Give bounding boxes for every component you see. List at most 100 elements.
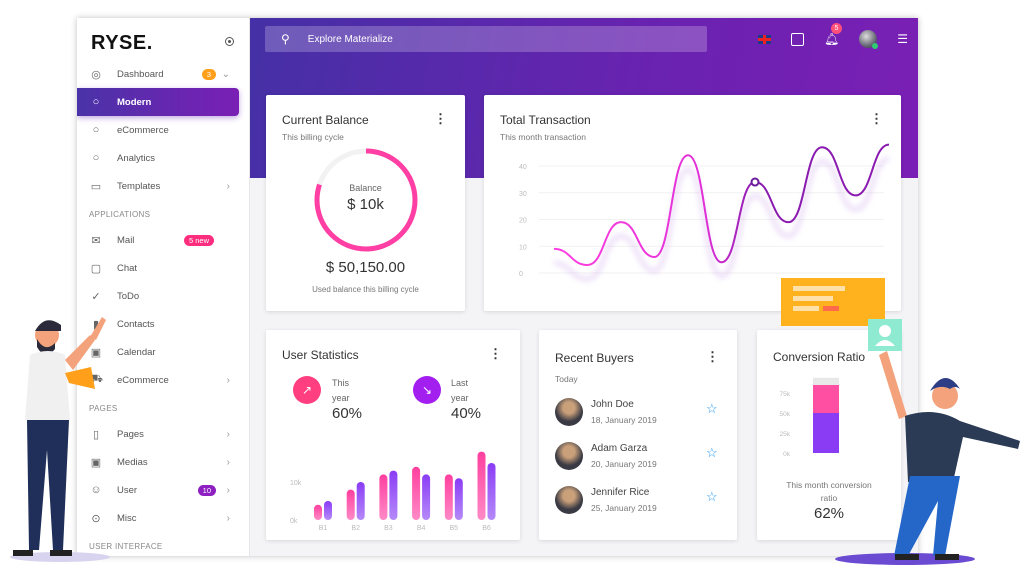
check-icon: ✓ bbox=[91, 290, 101, 303]
star-icon[interactable]: ☆ bbox=[706, 445, 718, 460]
contacts-icon: ▮ bbox=[92, 318, 100, 331]
sidebar-item-label: Mail bbox=[117, 234, 135, 246]
recent-buyers-card: Recent Buyers Today ⋮ John Doe 18, Janua… bbox=[539, 330, 737, 540]
bar-b3-series-2 bbox=[389, 470, 398, 520]
buyer-row[interactable]: John Doe 18, January 2019 ☆ bbox=[555, 397, 725, 429]
bar-b1-series-1 bbox=[314, 504, 322, 520]
x-tick-label: B4 bbox=[417, 525, 426, 532]
x-tick-label: B3 bbox=[384, 525, 393, 532]
chevron-icon: › bbox=[226, 512, 230, 524]
y-tick-label: 10k bbox=[290, 480, 302, 487]
trending-up-icon: ↗ bbox=[293, 376, 321, 404]
bar-b6-series-2 bbox=[487, 463, 496, 520]
sidebar-item-contacts[interactable]: ▮ Contacts bbox=[77, 310, 250, 338]
search-placeholder: Explore Materialize bbox=[307, 33, 393, 45]
sidebar-item-ecommerce[interactable]: ○ eCommerce bbox=[77, 116, 250, 144]
card-title: Conversion Ratio bbox=[773, 350, 866, 364]
y-tick-label: 10 bbox=[519, 244, 527, 251]
y-tick-label: 0 bbox=[519, 271, 523, 278]
sidebar-section-heading: PAGES bbox=[89, 404, 118, 413]
sidebar-badge: 3 bbox=[201, 68, 216, 80]
conversion-ratio-card: Conversion Ratio 0k 25k 50k 75k This month … bbox=[757, 330, 901, 540]
sidebar-item-label: eCommerce bbox=[117, 124, 169, 136]
sidebar-item-analytics[interactable]: ○ Analytics bbox=[77, 144, 250, 172]
balance-ring bbox=[314, 148, 418, 252]
sidebar-item-misc[interactable]: ⊙ Misc › bbox=[77, 504, 250, 532]
bar-b4-series-2 bbox=[422, 474, 431, 520]
buyer-row[interactable]: Adam Garza 20, January 2019 ☆ bbox=[555, 441, 725, 473]
notification-bell-icon[interactable]: 🔔︎ 5 bbox=[824, 23, 842, 46]
menu-toggle-icon[interactable]: ☰ bbox=[897, 32, 908, 46]
card-subtitle: Today bbox=[555, 374, 578, 384]
circle-icon: ○ bbox=[92, 152, 100, 164]
flag-uk-icon[interactable] bbox=[758, 34, 771, 44]
x-tick-label: B2 bbox=[351, 525, 360, 532]
last-year-value: 40% bbox=[451, 405, 482, 422]
bar-b5-series-2 bbox=[454, 478, 463, 520]
mail-icon: ✉ bbox=[91, 234, 101, 247]
x-tick-label: B6 bbox=[482, 525, 491, 532]
sidebar-item-mail[interactable]: ✉ Mail 5 new bbox=[77, 226, 250, 254]
bar-b5-series-1 bbox=[444, 474, 453, 520]
fullscreen-icon[interactable] bbox=[791, 32, 804, 46]
sidebar-item-label: User bbox=[117, 484, 138, 496]
bar-b3-series-1 bbox=[379, 474, 388, 520]
image-icon: ▣ bbox=[90, 456, 102, 469]
chevron-icon: › bbox=[226, 180, 230, 192]
sidebar-item-chat[interactable]: ▢ Chat bbox=[77, 254, 250, 282]
bar-b4-series-1 bbox=[412, 466, 421, 520]
balance-ring-progress bbox=[314, 148, 418, 252]
y-tick-label: 25k bbox=[780, 431, 791, 438]
y-tick-label: 20 bbox=[519, 218, 527, 225]
y-tick-label: 40 bbox=[519, 164, 527, 171]
sidebar-item-modern[interactable]: ○ Modern bbox=[77, 88, 239, 116]
sidebar-toggle-icon[interactable] bbox=[225, 37, 234, 46]
bar-b1-series-2 bbox=[324, 501, 332, 520]
sidebar-item-pages[interactable]: ▯ Pages › bbox=[77, 420, 250, 448]
calendar-icon: ▣ bbox=[90, 346, 102, 359]
search-input[interactable]: ⚲ Explore Materialize bbox=[265, 26, 707, 52]
avatar[interactable] bbox=[859, 30, 879, 49]
sidebar-item-label: eCommerce bbox=[117, 374, 169, 386]
buyer-date: 20, January 2019 bbox=[591, 459, 657, 469]
sidebar-item-todo[interactable]: ✓ ToDo bbox=[77, 282, 250, 310]
buyer-name: Jennifer Rice bbox=[591, 487, 650, 498]
y-tick-label: 30 bbox=[519, 191, 527, 198]
conversion-bar-chart: 0k 25k 50k 75k bbox=[780, 377, 839, 458]
star-icon[interactable]: ☆ bbox=[706, 401, 718, 416]
more-menu-icon[interactable]: ⋮ bbox=[489, 346, 502, 361]
clipboard-icon: ▯ bbox=[92, 428, 100, 441]
more-menu-icon[interactable]: ⋮ bbox=[434, 111, 447, 126]
balance-amount: $ 50,150.00 bbox=[325, 259, 406, 276]
this-year-label: This bbox=[332, 378, 350, 388]
card-title: Current Balance bbox=[282, 113, 369, 127]
more-menu-icon[interactable]: ⋮ bbox=[870, 111, 883, 126]
conversion-segment-1 bbox=[813, 413, 839, 453]
chevron-icon: › bbox=[226, 374, 230, 386]
illustration-man-megaphone bbox=[10, 317, 110, 562]
sidebar-item-calendar[interactable]: ▣ Calendar bbox=[77, 338, 250, 366]
circle-icon: ○ bbox=[92, 96, 100, 108]
sidebar-item-label: Modern bbox=[117, 96, 152, 108]
card-subtitle: This billing cycle bbox=[282, 132, 344, 142]
buyer-name: John Doe bbox=[591, 399, 634, 410]
sidebar-section-heading: APPLICATIONS bbox=[89, 210, 151, 219]
this-year-label-2: year bbox=[332, 393, 350, 403]
ring-value: $ 10k bbox=[347, 196, 384, 213]
buyer-date: 18, January 2019 bbox=[591, 415, 657, 425]
buyer-name: Adam Garza bbox=[591, 443, 648, 454]
sidebar-item-medias[interactable]: ▣ Medias › bbox=[77, 448, 250, 476]
x-tick-label: B5 bbox=[450, 525, 459, 532]
sidebar-item-user[interactable]: ☺ User 10 › bbox=[77, 476, 250, 504]
logo: RYSE. bbox=[91, 32, 153, 54]
sidebar-item-label: Medias bbox=[117, 456, 148, 468]
sidebar-item-templates[interactable]: ▭ Templates › bbox=[77, 172, 250, 200]
chat-icon: ▢ bbox=[90, 262, 102, 275]
x-tick-label: B1 bbox=[319, 525, 328, 532]
star-icon[interactable]: ☆ bbox=[706, 489, 718, 504]
card-title: Total Transaction bbox=[500, 113, 591, 127]
circle-icon: ○ bbox=[92, 124, 100, 136]
sidebar-item-dashboard[interactable]: ◎ Dashboard 3 ⌄ bbox=[77, 60, 250, 88]
more-menu-icon[interactable]: ⋮ bbox=[706, 349, 719, 364]
buyer-row[interactable]: Jennifer Rice 25, January 2019 ☆ bbox=[555, 485, 725, 517]
